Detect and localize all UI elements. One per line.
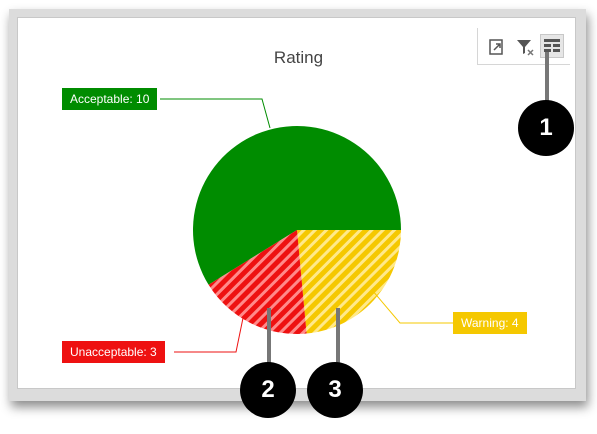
callout-marker-1: 1 bbox=[518, 100, 574, 156]
slice-label-unacceptable: Unacceptable: 3 bbox=[62, 341, 165, 363]
chart-title: Rating bbox=[273, 48, 324, 67]
pie-slice-unacceptable[interactable] bbox=[208, 230, 307, 335]
widget-toolbar bbox=[477, 28, 570, 65]
pie-slice-acceptable[interactable] bbox=[193, 125, 401, 285]
export-icon bbox=[489, 39, 503, 55]
leader-line-warning bbox=[371, 289, 453, 324]
callout-marker-2: 2 bbox=[240, 362, 296, 418]
callout-marker-3: 3 bbox=[307, 362, 363, 418]
pie-slice-warning[interactable] bbox=[297, 230, 401, 334]
leader-line-unacceptable bbox=[174, 317, 244, 353]
slice-label-acceptable: Acceptable: 10 bbox=[62, 88, 158, 110]
clear-filter-button[interactable] bbox=[514, 36, 536, 58]
export-button[interactable] bbox=[486, 36, 508, 58]
layout-icon bbox=[544, 39, 560, 52]
leader-line-acceptable bbox=[160, 98, 271, 129]
clear-filter-icon bbox=[517, 40, 534, 56]
slice-label-warning: Warning: 4 bbox=[453, 312, 527, 334]
layout-button[interactable] bbox=[540, 34, 564, 58]
